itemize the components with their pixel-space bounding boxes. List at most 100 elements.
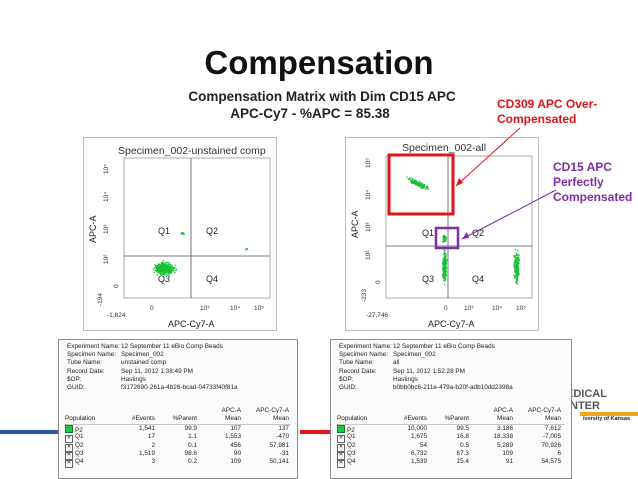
event-dot — [166, 266, 168, 269]
event-dot — [162, 269, 164, 271]
y-tick: 0 — [375, 280, 382, 284]
meta-key: Experiment Name: — [67, 343, 120, 350]
meta-value: Sep 11, 2012 1:38:49 PM — [121, 367, 194, 375]
event-dots — [152, 232, 249, 277]
quadrant-label-q1: Q1 — [422, 228, 434, 238]
event-dot — [167, 269, 170, 272]
event-dot — [516, 258, 519, 260]
table-row: ✕ Q2 54 0.5 5,289 70,926 — [337, 441, 565, 452]
table-cell: 137 — [278, 425, 289, 432]
event-dot — [444, 284, 446, 286]
table-cell: 0.5 — [460, 441, 469, 449]
event-dot — [517, 259, 519, 261]
event-dot — [164, 272, 166, 274]
checkbox-icon[interactable]: ✕ — [337, 435, 345, 444]
event-dots — [406, 176, 521, 286]
plot-area — [123, 157, 271, 299]
event-dot — [171, 269, 173, 271]
event-dot — [172, 266, 174, 268]
meta-row: Experiment Name:12 September 11 eBio Com… — [67, 343, 223, 351]
checkbox-icon[interactable]: ✕ — [337, 451, 345, 460]
table-row: P2 10,000 99.5 3,186 7,612 — [337, 425, 565, 434]
event-dot — [443, 258, 446, 261]
table-cell: 1,553 — [225, 433, 241, 441]
event-dot — [444, 235, 446, 238]
event-dot — [159, 271, 161, 273]
checkbox-icon[interactable]: ✕ — [337, 443, 345, 452]
event-dot — [160, 266, 162, 268]
event-dot — [155, 269, 158, 271]
event-dot — [166, 267, 168, 269]
event-dot — [515, 264, 517, 266]
y-axis-label: APC-A — [350, 210, 360, 238]
event-dot — [517, 274, 519, 276]
x-tick: 10⁵ — [254, 305, 264, 312]
subtitle-line-1: Compensation Matrix with Dim CD15 APC — [188, 89, 456, 104]
event-dot — [160, 264, 162, 266]
event-dot — [163, 267, 165, 269]
population-color-swatch — [337, 425, 345, 433]
event-dot — [514, 271, 516, 273]
event-dot — [517, 256, 520, 258]
event-dot — [515, 254, 517, 257]
annotation-perfectly-compensated: CD15 APC Perfectly Compensated — [553, 160, 633, 204]
event-dot — [442, 267, 444, 269]
checkbox-icon[interactable]: ✕ — [65, 451, 73, 460]
event-dot — [516, 269, 518, 271]
table-cell: 98.6 — [184, 449, 197, 457]
event-dot — [513, 274, 515, 276]
event-dot — [444, 257, 446, 259]
event-dot — [408, 177, 411, 179]
table-header: Population #Events %Parent Mean Mean — [65, 415, 291, 423]
event-dot — [164, 267, 166, 270]
event-dot — [443, 238, 445, 240]
event-dot — [159, 272, 161, 274]
event-dot — [516, 260, 518, 262]
event-dot — [153, 271, 155, 274]
event-dot — [424, 186, 426, 188]
event-dot — [425, 186, 427, 189]
event-dot — [159, 270, 161, 272]
y-tick: 10³ — [365, 222, 372, 232]
event-dot — [166, 264, 168, 266]
meta-row: GUID: b0bb0bc6-211e-479a-b20f-adb10dd2398… — [339, 384, 513, 392]
table-row: ✕ Q4 1,539 15.4 91 54,575 — [337, 458, 565, 469]
event-dot — [157, 271, 160, 273]
event-dot — [514, 266, 516, 268]
column-header: Mean — [497, 415, 513, 422]
event-dot — [514, 265, 516, 267]
event-dot — [162, 272, 165, 274]
x-tick: 10⁴ — [230, 305, 240, 312]
checkbox-icon[interactable]: ✕ — [65, 443, 73, 452]
event-dot — [445, 238, 447, 240]
overcompensated-highlight-box — [387, 153, 455, 216]
event-dot — [444, 255, 446, 257]
table-row: ✕ Q1 1,675 16.8 18,338 -7,005 — [337, 433, 565, 444]
event-dot — [446, 274, 448, 276]
table-cell: 1,539 — [411, 458, 427, 466]
event-dot — [445, 272, 447, 274]
event-dot — [445, 262, 447, 264]
column-header: #Events — [403, 415, 427, 422]
event-dot — [516, 277, 519, 279]
event-dot — [167, 266, 170, 269]
meta-value: Hastings — [393, 375, 418, 383]
event-dot — [165, 267, 167, 269]
event-dot — [516, 264, 518, 267]
event-dot — [168, 270, 171, 272]
checkbox-icon[interactable]: ✕ — [65, 435, 73, 444]
checkbox-icon[interactable]: ✕ — [337, 460, 345, 469]
y-tick: 10⁴ — [103, 192, 110, 202]
event-dot — [513, 277, 516, 279]
scatter-plot-unstained-svg: Specimen_002-unstained comp Q1 Q2 Q3 Q4 … — [88, 145, 271, 329]
event-dot — [160, 265, 163, 267]
annotation-overcompensated: CD309 APC Over- Compensated — [497, 97, 598, 126]
meta-row: GUID: f3172690-261a-4b26-bcad-04733f40f81… — [67, 384, 238, 392]
table-cell: 99.9 — [184, 425, 197, 432]
event-dot — [514, 275, 516, 277]
checkbox-icon[interactable]: ✕ — [65, 460, 73, 469]
event-dot — [442, 262, 445, 264]
event-dot — [157, 268, 159, 271]
event-dot — [444, 238, 446, 241]
y-tick: 10² — [103, 254, 110, 264]
